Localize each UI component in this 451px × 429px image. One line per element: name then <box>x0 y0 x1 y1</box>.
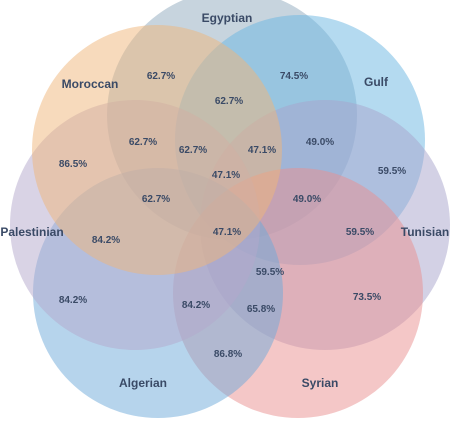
region-value: 62.7% <box>179 145 207 156</box>
set-labels: Egyptian Gulf Tunisian Syrian Algerian P… <box>0 11 449 390</box>
region-value: 65.8% <box>247 304 275 315</box>
region-value: 73.5% <box>353 292 381 303</box>
label-tunisian: Tunisian <box>401 225 449 239</box>
region-value: 59.5% <box>378 166 406 177</box>
region-value: 86.8% <box>214 349 242 360</box>
region-value: 86.5% <box>59 159 87 170</box>
label-moroccan: Moroccan <box>62 77 119 91</box>
region-value: 62.7% <box>129 137 157 148</box>
region-value: 74.5% <box>280 71 308 82</box>
region-value: 59.5% <box>256 267 284 278</box>
region-value: 59.5% <box>346 227 374 238</box>
label-algerian: Algerian <box>119 376 167 390</box>
region-value: 62.7% <box>142 194 170 205</box>
region-value: 49.0% <box>306 137 334 148</box>
region-value: 84.2% <box>92 235 120 246</box>
region-value: 62.7% <box>215 96 243 107</box>
label-gulf: Gulf <box>364 75 389 89</box>
circle-moroccan <box>32 25 282 275</box>
region-value: 62.7% <box>147 71 175 82</box>
label-palestinian: Palestinian <box>0 225 63 239</box>
region-value: 84.2% <box>182 300 210 311</box>
region-value: 84.2% <box>59 295 87 306</box>
region-value: 49.0% <box>293 194 321 205</box>
region-value: 47.1% <box>248 145 276 156</box>
label-syrian: Syrian <box>302 376 339 390</box>
region-value: 47.1% <box>212 170 240 181</box>
label-egyptian: Egyptian <box>202 11 253 25</box>
set-circles <box>10 0 450 418</box>
region-value: 47.1% <box>213 227 241 238</box>
region-values: 62.7% 74.5% 62.7% 62.7% 62.7% 47.1% 49.0… <box>59 71 406 360</box>
